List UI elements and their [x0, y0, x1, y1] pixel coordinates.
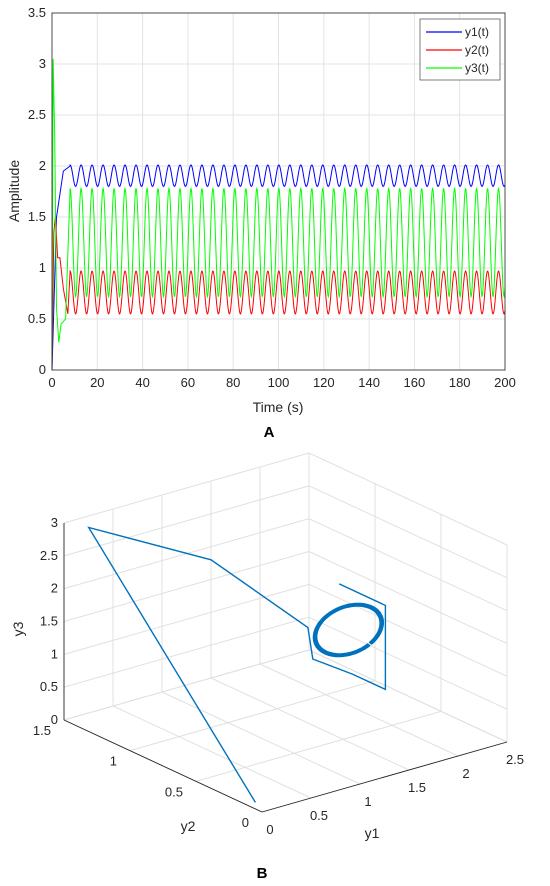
axis-line-y2	[63, 719, 263, 813]
sidewall-grid-y3	[308, 616, 508, 710]
chart-b-ylabel: y2	[181, 818, 196, 834]
sidewall-grid-y3	[308, 583, 508, 677]
chart-b-y3-tick-label: 0	[51, 712, 58, 727]
chart-a-xtick-label: 60	[181, 375, 195, 390]
sidewall-grid-y3	[308, 649, 508, 743]
chart-b-y1-tick-label: 0.5	[310, 808, 328, 823]
floor-grid-y1	[210, 677, 410, 771]
legend-label-y3: y3(t)	[465, 61, 489, 75]
chart-b-y1-tick-label: 2.5	[506, 752, 524, 767]
chart-b-y3-tick-label: 3	[51, 515, 58, 530]
chart-b-y2-tick-label: 0.5	[165, 784, 183, 799]
sidewall-grid-y3	[308, 551, 508, 644]
panel-label-b: B	[257, 865, 268, 882]
chart-a-xtick-label: 160	[404, 375, 426, 390]
chart-b-y3-tick-label: 2	[51, 581, 58, 596]
chart-b-trajectory	[87, 526, 387, 803]
backwall-grid-y3	[63, 452, 310, 524]
limit-cycle-orbit	[313, 603, 384, 657]
chart-b-y1-tick-label: 0	[266, 822, 273, 837]
trajectory-transient	[87, 526, 387, 803]
floor-grid-y1	[259, 663, 459, 757]
series-line-y1	[51, 163, 506, 371]
chart-b-y3-tick-label: 0.5	[40, 679, 58, 694]
chart-b-zlabel: y3	[10, 621, 26, 636]
chart-b-ticks: 00.511.522.500.511.500.511.522.53	[33, 515, 524, 837]
chart-a-ytick-label: 0	[39, 362, 46, 377]
chart-a-xlabel: Time (s)	[253, 399, 304, 415]
chart-b-xlabel: y1	[365, 825, 380, 841]
floor-grid-y1	[161, 691, 361, 785]
chart-a-lines	[51, 58, 506, 371]
floor-grid-y2	[129, 680, 376, 752]
backwall-grid-y3	[63, 583, 310, 655]
sidewall-grid-y3	[308, 452, 508, 546]
chart-a-ylabel: Amplitude	[6, 160, 22, 222]
limit-cycle-orbit	[312, 602, 385, 658]
chart-b-y2-tick-label: 1.5	[33, 723, 51, 738]
chart-a-legend: y1(t) y2(t) y3(t)	[419, 18, 501, 81]
chart-a-xtick-label: 180	[449, 375, 471, 390]
sidewall-grid-y3	[308, 485, 508, 579]
floor-grid-y2	[195, 710, 442, 782]
backwall-grid-y3	[63, 485, 310, 557]
chart-b-grid	[63, 452, 508, 813]
chart-a-ytick-label: 1.5	[28, 209, 46, 224]
axis-line-y1	[261, 741, 508, 813]
chart-a-xtick-label: 100	[268, 375, 290, 390]
chart-b-y3-tick-label: 2.5	[40, 548, 58, 563]
chart-a-xtick-label: 200	[494, 375, 516, 390]
chart-a-ticks: 0 20 40 60 80 100 120 140 160 180 200 0 0.5 1 1.5 2 2.5 3…	[28, 5, 516, 390]
chart-a-xtick-label: 120	[313, 375, 335, 390]
backwall-grid-y3	[63, 616, 310, 688]
chart-b-y2-tick-label: 1	[110, 754, 117, 769]
chart-b-y3-tick-label: 1	[51, 646, 58, 661]
chart-a-xtick-label: 80	[226, 375, 240, 390]
chart-a-ytick-label: 3	[39, 56, 46, 71]
series-line-y3	[51, 58, 506, 360]
limit-cycle-orbit	[314, 603, 383, 657]
chart-b-y3-tick-label: 1.5	[40, 614, 58, 629]
chart-a-ytick-label: 1	[39, 260, 46, 275]
chart-a-xtick-label: 40	[135, 375, 149, 390]
chart-a: 0 20 40 60 80 100 120 140 160 180 200 0 0.5 1 1.5 2 2.5 3…	[6, 5, 516, 441]
chart-b-y1-tick-label: 1.5	[408, 780, 426, 795]
chart-a-xtick-label: 140	[358, 375, 380, 390]
chart-b-y1-tick-label: 2	[462, 766, 469, 781]
chart-a-ytick-label: 0.5	[28, 311, 46, 326]
panel-label-a: A	[264, 424, 275, 441]
chart-a-ytick-label: 3.5	[28, 5, 46, 20]
chart-b-y1-tick-label: 1	[364, 794, 371, 809]
chart-a-xtick-label: 20	[90, 375, 104, 390]
floor-grid-y1	[112, 705, 312, 799]
legend-label-y2: y2(t)	[465, 43, 489, 57]
sidewall-grid-y3	[308, 518, 508, 612]
backwall-grid-y3	[63, 551, 310, 622]
backwall-grid-y3	[63, 649, 310, 721]
chart-a-xtick-label: 0	[48, 375, 55, 390]
chart-b: 00.511.522.500.511.500.511.522.53 y1 y2 …	[10, 452, 524, 882]
chart-a-ytick-label: 2	[39, 158, 46, 173]
series-line-y2	[51, 216, 506, 365]
chart-a-ytick-label: 2.5	[28, 107, 46, 122]
chart-a-frame	[51, 12, 506, 371]
limit-cycle-orbit	[313, 603, 384, 657]
legend-label-y1: y1(t)	[465, 25, 489, 39]
chart-b-y2-tick-label: 0	[242, 815, 249, 830]
